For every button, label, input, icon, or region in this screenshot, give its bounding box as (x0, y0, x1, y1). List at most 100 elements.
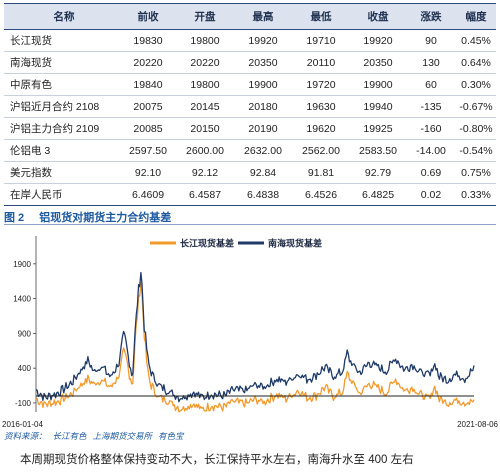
cell-prev-close: 19830 (120, 29, 176, 52)
y-axis: -100 400 900 1400 1900 (13, 236, 37, 412)
cell-change: 130 (406, 51, 456, 74)
legend-label: 长江现货基差 (180, 238, 234, 249)
caption-divider (4, 224, 496, 225)
source-item: 有色宝 (158, 431, 184, 441)
cell-change: -160 (406, 117, 456, 140)
table-row: 南海现货 20220 20220 20350 20110 20350 130 0.64% (4, 51, 496, 74)
cell-change-pct: 0.30% (456, 73, 496, 96)
col-header-low: 最低 (292, 3, 350, 30)
cell-high: 19900 (234, 73, 292, 96)
table-row: 伦铝电 3 2597.50 2600.00 2632.00 2562.00 2583.50… (4, 139, 496, 162)
cell-name: 沪铝近月合约 2108 (4, 95, 120, 118)
table-row: 在岸人民币 6.4609 6.4587 6.4838 6.4526 6.4825 0.02 0… (4, 183, 496, 206)
cell-low: 6.4526 (292, 183, 350, 206)
series-line (35, 271, 475, 403)
cell-prev-close: 20085 (120, 117, 176, 140)
cell-open: 92.12 (176, 161, 234, 184)
cell-change-pct: -0.54% (456, 139, 496, 162)
source-item: 上海期货交易所 (92, 431, 153, 441)
cell-open: 19800 (176, 73, 234, 96)
series-line (35, 281, 475, 413)
cell-prev-close: 20220 (120, 51, 176, 74)
cell-name: 在岸人民币 (4, 183, 120, 206)
figure-caption: 图 2 铝现货对期货主力合约基差 (4, 209, 171, 225)
cell-change-pct: 0.64% (456, 51, 496, 74)
col-header-open: 开盘 (176, 3, 234, 30)
cell-high: 20180 (234, 95, 292, 118)
x-tick-label: 2016-01-04 (2, 420, 43, 429)
series-layer (35, 271, 475, 413)
y-tick-label: 1900 (13, 260, 31, 269)
cell-close: 20350 (350, 51, 406, 74)
cell-high: 92.84 (234, 161, 292, 184)
cell-open: 20220 (176, 51, 234, 74)
cell-low: 19720 (292, 73, 350, 96)
cell-high: 6.4838 (234, 183, 292, 206)
cell-prev-close: 92.10 (120, 161, 176, 184)
cell-change: 90 (406, 29, 456, 52)
cell-close: 19940 (350, 95, 406, 118)
source-item: 长江有色 (52, 431, 87, 441)
cell-open: 19800 (176, 29, 234, 52)
cell-high: 20350 (234, 51, 292, 74)
footer-note: 本周期现货价格整体保持变动不大，长江保持平水左右，南海升水至 400 左右 (20, 454, 414, 466)
cell-change-pct: -0.67% (456, 95, 496, 118)
cell-open: 2600.00 (176, 139, 234, 162)
x-axis: 2016-01-04 2021-08-06 (2, 420, 499, 429)
cell-change-pct: -0.80% (456, 117, 496, 140)
cell-change-pct: 0.75% (456, 161, 496, 184)
cell-name: 沪铝主力合约 2109 (4, 117, 120, 140)
cell-low: 2562.00 (292, 139, 350, 162)
cell-low: 20110 (292, 51, 350, 74)
cell-low: 19630 (292, 95, 350, 118)
cell-name: 中原有色 (4, 73, 120, 96)
table-row: 美元指数 92.10 92.12 92.84 91.81 92.79 0.69 0.75% (4, 161, 496, 184)
cell-change: 0.02 (406, 183, 456, 206)
cell-high: 19920 (234, 29, 292, 52)
cell-open: 20150 (176, 117, 234, 140)
col-header-prev-close: 前收 (120, 3, 176, 30)
x-tick-label: 2021-08-06 (457, 420, 498, 429)
cell-open: 20145 (176, 95, 234, 118)
y-tick-label: 900 (18, 329, 32, 338)
cell-name: 南海现货 (4, 51, 120, 74)
cell-high: 20190 (234, 117, 292, 140)
cell-low: 19710 (292, 29, 350, 52)
cell-prev-close: 20075 (120, 95, 176, 118)
cell-change-pct: 0.45% (456, 29, 496, 52)
table-row: 沪铝近月合约 2108 20075 20145 20180 19630 19940 -135… (4, 95, 496, 118)
cell-close: 19900 (350, 73, 406, 96)
source-line: 资料来源： 长江有色 上海期货交易所 有色宝 (4, 430, 190, 442)
cell-change: 60 (406, 73, 456, 96)
cell-change: -135 (406, 95, 456, 118)
cell-name: 伦铝电 3 (4, 139, 120, 162)
figure-number: 图 2 (4, 212, 25, 224)
cell-open: 6.4587 (176, 183, 234, 206)
table-row: 长江现货 19830 19800 19920 19710 19920 90 0.45% (4, 29, 496, 52)
y-tick-label: 400 (18, 364, 32, 373)
col-header-name: 名称 (4, 3, 120, 30)
cell-name: 美元指数 (4, 161, 120, 184)
cell-close: 19920 (350, 29, 406, 52)
cell-close: 19925 (350, 117, 406, 140)
table-row: 沪铝主力合约 2109 20085 20150 20190 19620 19925 -160… (4, 117, 496, 140)
cell-high: 2632.00 (234, 139, 292, 162)
col-header-change: 涨跌 (406, 3, 456, 30)
cell-prev-close: 6.4609 (120, 183, 176, 206)
chart-legend: 长江现货基差 南海现货基差 (150, 238, 322, 249)
cell-close: 6.4825 (350, 183, 406, 206)
y-tick-label: -100 (15, 399, 32, 408)
y-tick-label: 1400 (13, 295, 31, 304)
cell-change: -14.00 (406, 139, 456, 162)
cell-low: 19620 (292, 117, 350, 140)
cell-name: 长江现货 (4, 29, 120, 52)
figure-title: 铝现货对期货主力合约基差 (39, 212, 172, 224)
table-header-row: 名称 前收 开盘 最高 最低 收盘 涨跌 幅度 (4, 3, 496, 30)
table-body: 长江现货 19830 19800 19920 19710 19920 90 0.45% 南海现货… (4, 29, 496, 206)
cell-change-pct: 0.33% (456, 183, 496, 206)
col-header-close: 收盘 (350, 3, 406, 30)
cell-low: 91.81 (292, 161, 350, 184)
cell-change: 0.69 (406, 161, 456, 184)
col-header-high: 最高 (234, 3, 292, 30)
cell-close: 92.79 (350, 161, 406, 184)
